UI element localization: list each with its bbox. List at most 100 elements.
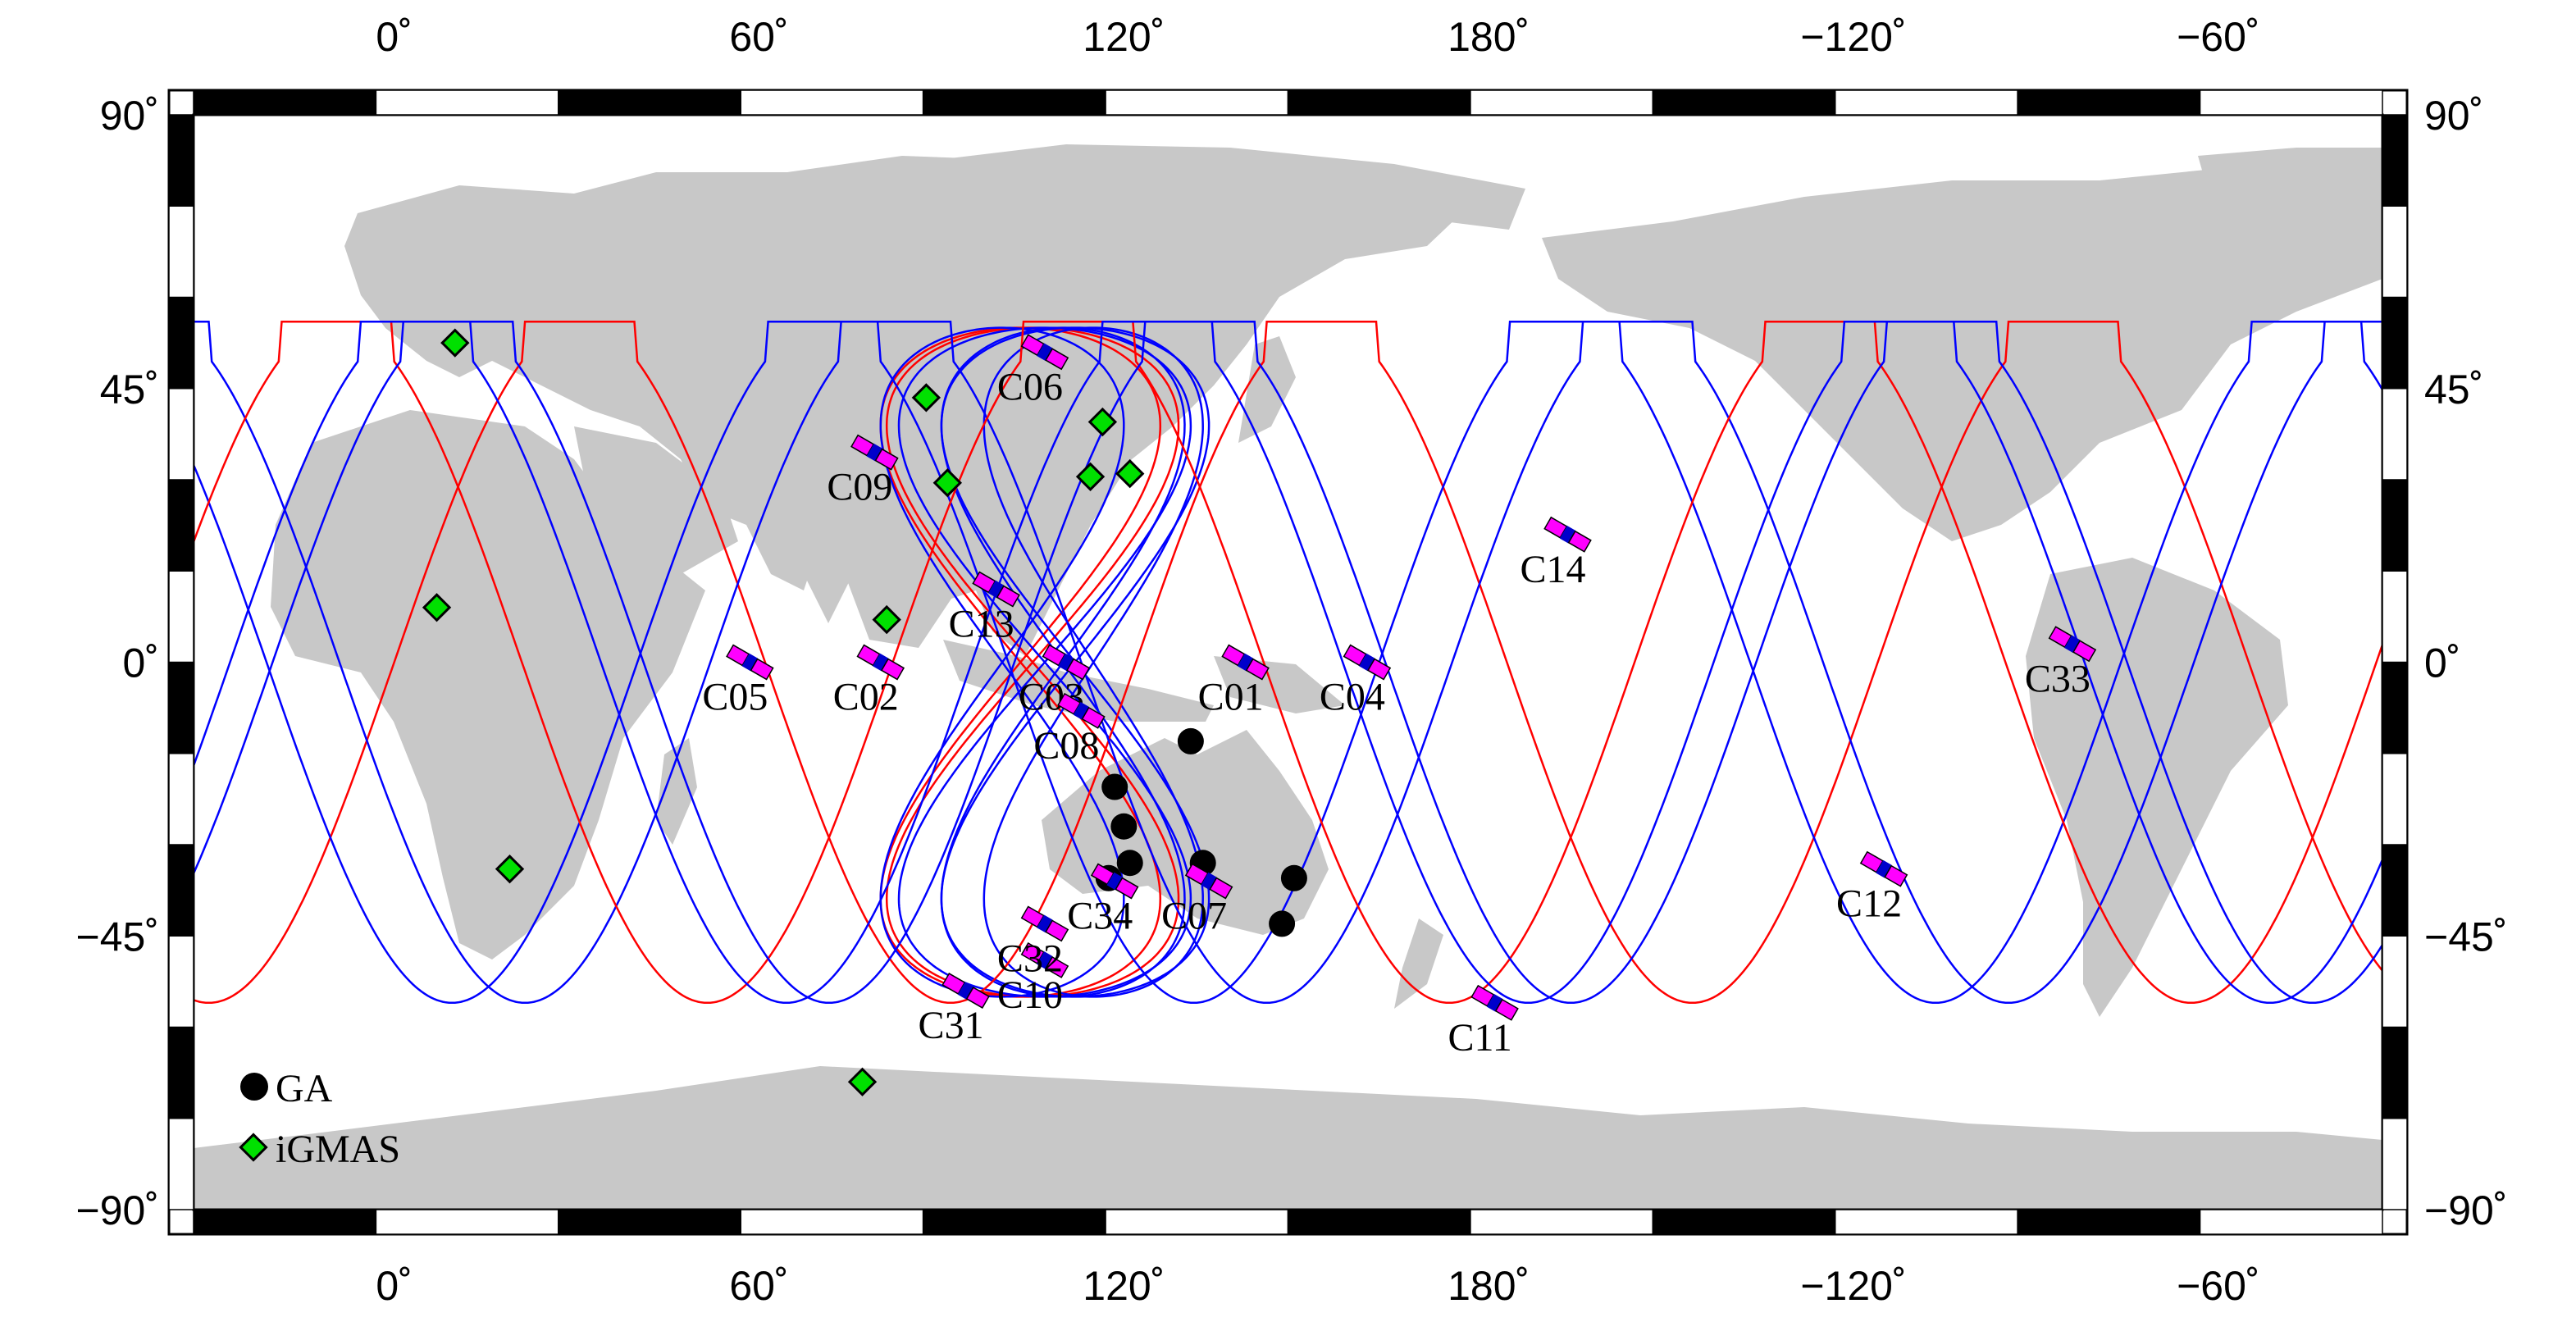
longitude-tick-label: 0˚ (376, 1263, 412, 1309)
satellite-icon (1470, 984, 1519, 1021)
longitude-tick-label: 60˚ (729, 14, 788, 60)
longitude-tick-label: −60˚ (2177, 14, 2259, 60)
meo-ground-track (194, 320, 2382, 1005)
igmas-station-marker (932, 468, 962, 498)
map-frame (167, 89, 2409, 1236)
satellite-label: C32 (997, 937, 1063, 980)
ga-station-marker (1280, 864, 1307, 891)
frame-segment (2382, 935, 2408, 1028)
landmass-japan (1238, 336, 1296, 443)
ga-station-marker (1101, 773, 1128, 800)
frame-segment (1652, 1209, 1836, 1235)
legend-ga-label: GA (276, 1067, 333, 1110)
igso-ground-track (885, 326, 1180, 998)
satellite-label: C31 (919, 1004, 984, 1047)
satellite-icon (2048, 626, 2097, 663)
frame-segment (2199, 1209, 2383, 1235)
latitude-tick-label-right: 0˚ (2424, 640, 2460, 686)
frame-segment (168, 753, 194, 846)
frame-segment (2382, 661, 2408, 754)
frame-segment (558, 89, 741, 116)
longitude-tick-label: 0˚ (376, 14, 412, 60)
frame-segment (2199, 89, 2383, 116)
igmas-station-marker (911, 383, 941, 413)
frame-segment (2382, 844, 2408, 937)
satellite-label: C11 (1448, 1016, 1511, 1060)
ga-station-marker (1269, 910, 1296, 937)
legend-igmas-marker (239, 1133, 268, 1162)
igso-ground-track (879, 326, 1125, 998)
frame-segment (2382, 1118, 2408, 1210)
meo-ground-track (194, 320, 2382, 1005)
satellite-label: C04 (1320, 676, 1385, 719)
landmass-south-america (2026, 558, 2288, 1017)
frame-segment (168, 296, 194, 390)
satellite-label: C13 (949, 603, 1014, 646)
satellite-icon (1020, 334, 1069, 371)
satellite-icon (856, 644, 905, 681)
satellite-label: C01 (1198, 676, 1264, 719)
frame-segment (193, 89, 377, 116)
frame-segment (1287, 89, 1471, 116)
satellite-icon (1020, 941, 1069, 978)
longitude-tick-label: 60˚ (729, 1263, 788, 1309)
landmass-north-america (1542, 164, 2382, 541)
longitude-tick-label: 120˚ (1083, 14, 1165, 60)
frame-segment (1287, 1209, 1471, 1235)
frame-segment (922, 1209, 1106, 1235)
frame-segment (193, 1209, 377, 1235)
frame-segment (740, 89, 924, 116)
frame-segment (168, 1118, 194, 1210)
satellite-label: C33 (2025, 657, 2090, 700)
legend-igmas-label: iGMAS (276, 1128, 400, 1171)
ga-station-marker (1110, 813, 1138, 840)
satellite-icon (941, 973, 990, 1009)
igmas-station-marker (495, 854, 525, 884)
satellite-icon (1090, 863, 1139, 900)
latitude-tick-label-right: −45˚ (2424, 914, 2507, 960)
satellite-label: C07 (1161, 895, 1227, 938)
landmass-africa (271, 410, 705, 960)
frame-segment (2382, 570, 2408, 663)
satellite-icon (1020, 905, 1069, 942)
satellite-icon (726, 644, 774, 681)
satellite-label: C10 (997, 973, 1063, 1017)
frame-segment (1105, 1209, 1289, 1235)
satellite-label: C34 (1067, 895, 1133, 938)
legend: GA iGMAS (239, 1067, 400, 1171)
frame-segment (375, 1209, 559, 1235)
frame-segment (922, 89, 1106, 116)
igmas-station-marker (440, 328, 470, 358)
ga-station-marker (1177, 727, 1204, 754)
longitude-tick-label: 180˚ (1448, 14, 1530, 60)
longitude-tick-label: −120˚ (1800, 1263, 1906, 1309)
igmas-station-marker (1087, 407, 1118, 437)
meo-ground-track (194, 320, 2382, 1005)
frame-segment (2382, 296, 2408, 390)
longitude-tick-label: −120˚ (1800, 14, 1906, 60)
frame-segment (1105, 89, 1289, 116)
landmass-siberia (902, 144, 1525, 230)
meo-ground-track (194, 320, 2382, 1005)
frame-segment (168, 205, 194, 299)
tick-labels: 0˚ 0˚ 60˚ 60˚ 120˚ 120˚ 180˚ 180˚ −120˚ −120˚ −60˚… (76, 14, 2508, 1309)
longitude-tick-label: 120˚ (1083, 1263, 1165, 1309)
satellite-label: C08 (1033, 724, 1099, 768)
frame-segment (1470, 89, 1654, 116)
landmass-indonesia (943, 640, 1214, 722)
frame-segment (168, 114, 194, 207)
frame-segment (168, 570, 194, 663)
latitude-tick-label-right: 45˚ (2424, 367, 2483, 413)
frame-segment (2382, 114, 2408, 207)
satellite-label: C05 (702, 676, 768, 719)
satellite-icon (1543, 516, 1592, 553)
satellite-label: C14 (1521, 548, 1586, 591)
landmass-india (779, 426, 886, 623)
frame-segment (168, 479, 194, 572)
frame-segment (2382, 753, 2408, 846)
landmass-madagascar (656, 738, 697, 845)
satellite-icon (1343, 644, 1392, 681)
latitude-tick-label-right: 90˚ (2424, 93, 2483, 139)
igmas-station-marker (1115, 458, 1145, 489)
igmas-station-marker (872, 604, 901, 635)
